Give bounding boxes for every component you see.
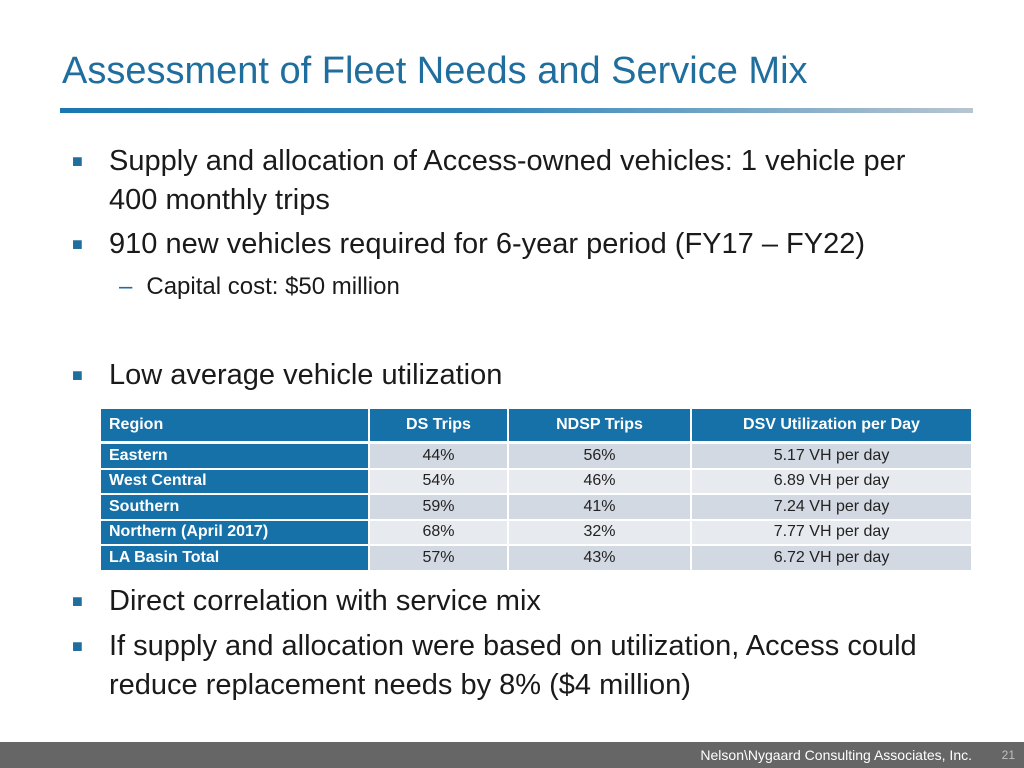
square-bullet-icon: ■ — [72, 636, 83, 656]
page-number: 21 — [1001, 748, 1015, 762]
ds-trips-cell: 54% — [370, 469, 509, 495]
bullet-new-vehicles: ■ 910 new vehicles required for 6-year p… — [72, 225, 952, 264]
utilization-cell: 6.89 VH per day — [692, 469, 973, 495]
region-cell: Southern — [101, 495, 370, 521]
table-row: Northern (April 2017) 68% 32% 7.77 VH pe… — [101, 520, 973, 546]
ndsp-trips-cell: 43% — [509, 546, 692, 572]
square-bullet-icon: ■ — [72, 151, 83, 171]
square-bullet-icon: ■ — [72, 234, 83, 254]
ndsp-trips-cell: 46% — [509, 469, 692, 495]
region-cell: LA Basin Total — [101, 546, 370, 572]
sub-bullet-text: Capital cost: $50 million — [146, 273, 400, 300]
header-ds-trips: DS Trips — [370, 409, 509, 444]
table-row: Eastern 44% 56% 5.17 VH per day — [101, 444, 973, 470]
bullet-text: If supply and allocation were based on u… — [109, 630, 917, 701]
table-row: LA Basin Total 57% 43% 6.72 VH per day — [101, 546, 973, 572]
square-bullet-icon: ■ — [72, 591, 83, 611]
dash-bullet-icon: – — [119, 273, 133, 300]
bullet-text: Low average vehicle utilization — [109, 359, 503, 391]
table-row: West Central 54% 46% 6.89 VH per day — [101, 469, 973, 495]
square-bullet-icon: ■ — [72, 365, 83, 385]
region-cell: Northern (April 2017) — [101, 520, 370, 546]
utilization-cell: 6.72 VH per day — [692, 546, 973, 572]
ds-trips-cell: 57% — [370, 546, 509, 572]
bullet-text: Supply and allocation of Access-owned ve… — [109, 145, 906, 216]
bullet-direct-correlation: ■ Direct correlation with service mix — [72, 582, 952, 621]
region-cell: Eastern — [101, 444, 370, 470]
bullet-low-utilization: ■ Low average vehicle utilization — [72, 356, 952, 395]
utilization-cell: 7.24 VH per day — [692, 495, 973, 521]
header-region: Region — [101, 409, 370, 444]
table-row: Southern 59% 41% 7.24 VH per day — [101, 495, 973, 521]
utilization-cell: 7.77 VH per day — [692, 520, 973, 546]
utilization-cell: 5.17 VH per day — [692, 444, 973, 470]
ndsp-trips-cell: 41% — [509, 495, 692, 521]
sub-bullet-capital-cost: – Capital cost: $50 million — [119, 272, 400, 302]
bullet-supply-allocation: ■ Supply and allocation of Access-owned … — [72, 142, 952, 220]
ds-trips-cell: 44% — [370, 444, 509, 470]
bullet-reduce-replacement: ■ If supply and allocation were based on… — [72, 627, 952, 705]
ndsp-trips-cell: 32% — [509, 520, 692, 546]
ndsp-trips-cell: 56% — [509, 444, 692, 470]
table-header-row: Region DS Trips NDSP Trips DSV Utilizati… — [101, 409, 973, 444]
slide-title: Assessment of Fleet Needs and Service Mi… — [62, 50, 808, 92]
utilization-table: Region DS Trips NDSP Trips DSV Utilizati… — [101, 409, 973, 572]
header-dsv-utilization: DSV Utilization per Day — [692, 409, 973, 444]
slide-footer: Nelson\Nygaard Consulting Associates, In… — [0, 742, 1024, 768]
bullet-text: Direct correlation with service mix — [109, 585, 541, 617]
ds-trips-cell: 68% — [370, 520, 509, 546]
company-name: Nelson\Nygaard Consulting Associates, In… — [700, 747, 972, 763]
bullet-text: 910 new vehicles required for 6-year per… — [109, 228, 865, 260]
ds-trips-cell: 59% — [370, 495, 509, 521]
header-ndsp-trips: NDSP Trips — [509, 409, 692, 444]
title-underline — [60, 108, 973, 113]
region-cell: West Central — [101, 469, 370, 495]
